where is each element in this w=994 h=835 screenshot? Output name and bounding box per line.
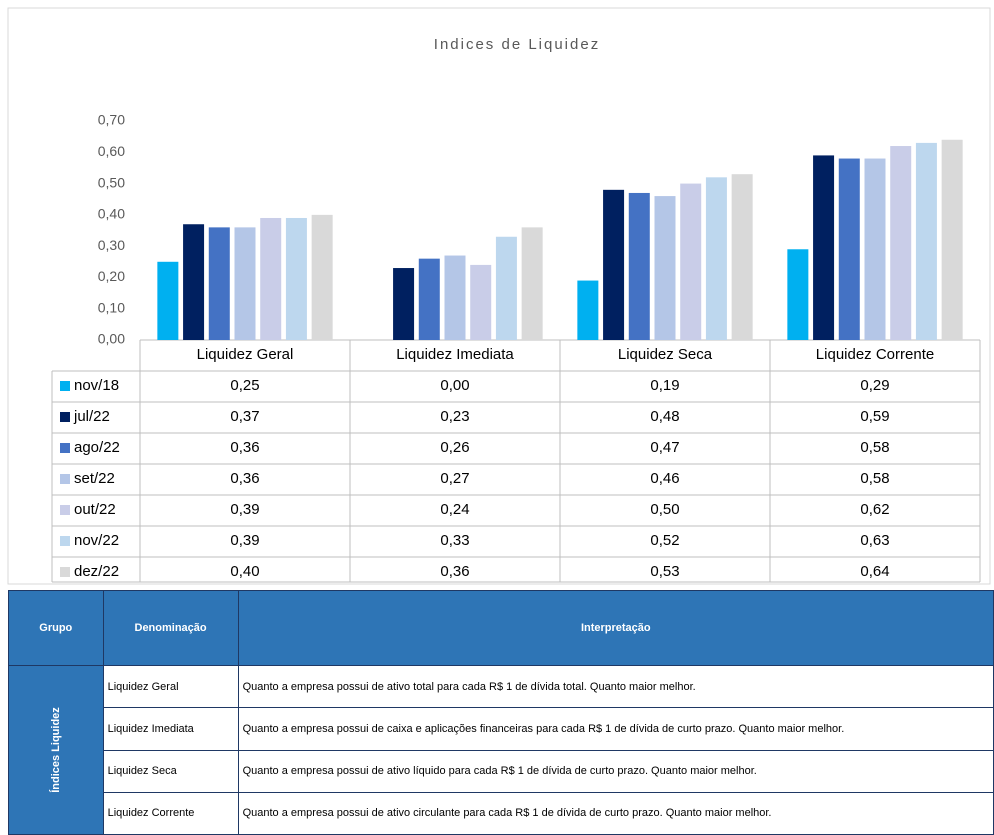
x-tick-label: Liquidez Seca	[618, 346, 713, 363]
cell: Quanto a empresa possui de caixa e aplic…	[237, 707, 994, 751]
x-tick-label: Liquidez Corrente	[816, 346, 934, 363]
legend-swatch	[60, 381, 70, 391]
bar	[628, 192, 650, 340]
bar	[577, 280, 599, 340]
bar	[470, 264, 492, 340]
group-label: Índices Liquidez	[49, 707, 62, 793]
data-label: 0,36	[230, 470, 259, 487]
data-label: 0,36	[230, 439, 259, 456]
data-label: 0,33	[440, 532, 469, 549]
bar	[234, 227, 256, 340]
bar	[603, 189, 625, 340]
data-label: 0,52	[650, 532, 679, 549]
y-tick-label: 0,60	[98, 143, 125, 159]
bar	[654, 196, 676, 340]
legend-swatch	[60, 443, 70, 453]
legend-label: ago/22	[74, 439, 120, 456]
data-label: 0,59	[860, 408, 889, 425]
data-label: 0,27	[440, 470, 469, 487]
bar	[705, 177, 727, 340]
bar	[941, 139, 963, 340]
bar	[208, 227, 230, 340]
legend-swatch	[60, 474, 70, 484]
cell: Liquidez Seca	[102, 749, 239, 793]
legend-label: nov/22	[74, 532, 119, 549]
y-tick-label: 0,50	[98, 174, 125, 190]
legend-swatch	[60, 567, 70, 577]
bar	[183, 224, 205, 340]
bar	[444, 255, 466, 340]
x-tick-label: Liquidez Imediata	[396, 346, 514, 363]
bar	[495, 236, 517, 340]
legend-swatch	[60, 536, 70, 546]
legend-label: jul/22	[73, 408, 110, 425]
legend-label: dez/22	[74, 563, 119, 580]
data-label: 0,64	[860, 563, 889, 580]
data-label: 0,25	[230, 377, 259, 394]
cell: Liquidez Geral	[102, 664, 239, 709]
bar	[838, 158, 860, 340]
data-label: 0,37	[230, 408, 259, 425]
data-label: 0,39	[230, 532, 259, 549]
y-tick-label: 0,20	[98, 268, 125, 284]
cell: Liquidez Imediata	[102, 707, 239, 751]
bar	[680, 183, 702, 340]
group-cell: Índices Liquidez	[8, 665, 104, 835]
bar	[285, 217, 307, 340]
header-cell: Grupo	[8, 590, 104, 666]
data-label: 0,40	[230, 563, 259, 580]
bar	[787, 249, 809, 340]
legend-swatch	[60, 412, 70, 422]
bar	[813, 155, 835, 340]
cell: Quanto a empresa possui de ativo circula…	[237, 791, 994, 835]
data-label: 0,29	[860, 377, 889, 394]
data-label: 0,00	[440, 377, 469, 394]
data-label: 0,47	[650, 439, 679, 456]
chart: Indices de Liquidez 0,00 0,10 0,20 0,30 0,40…	[7, 7, 991, 585]
legend-label: nov/18	[74, 377, 119, 394]
data-label: 0,63	[860, 532, 889, 549]
legend-label: out/22	[74, 501, 116, 518]
bar	[731, 174, 753, 340]
x-tick-label: Liquidez Geral	[197, 346, 294, 363]
y-tick-label: 0,70	[98, 112, 125, 128]
y-tick-label: 0,10	[98, 299, 125, 315]
bar	[915, 142, 937, 340]
data-label: 0,23	[440, 408, 469, 425]
data-label: 0,62	[860, 501, 889, 518]
data-label: 0,48	[650, 408, 679, 425]
bar	[393, 268, 415, 340]
bar	[260, 217, 282, 340]
data-label: 0,46	[650, 470, 679, 487]
data-label: 0,58	[860, 470, 889, 487]
header-cell: Interpretação	[237, 590, 994, 666]
chart-title: Indices de Liquidez	[434, 36, 600, 53]
data-label: 0,53	[650, 563, 679, 580]
data-label: 0,19	[650, 377, 679, 394]
y-tick-label: 0,40	[98, 206, 125, 222]
info-table: Grupo Denominação Interpretação Índices …	[8, 590, 994, 835]
legend-swatch	[60, 505, 70, 515]
bar	[864, 158, 886, 340]
cell: Quanto a empresa possui de ativo total p…	[237, 664, 994, 709]
cell: Liquidez Corrente	[102, 791, 239, 835]
legend-label: set/22	[74, 470, 115, 487]
data-label: 0,24	[440, 501, 469, 518]
y-tick-label: 0,00	[98, 331, 125, 347]
data-label: 0,50	[650, 501, 679, 518]
header-cell: Denominação	[102, 590, 239, 666]
y-tick-label: 0,30	[98, 237, 125, 253]
bar	[311, 214, 333, 340]
bar	[418, 258, 440, 340]
data-label: 0,36	[440, 563, 469, 580]
bar	[521, 227, 543, 340]
data-label: 0,39	[230, 501, 259, 518]
bar	[157, 261, 179, 340]
bar	[890, 146, 912, 340]
data-label: 0,58	[860, 439, 889, 456]
data-label: 0,26	[440, 439, 469, 456]
cell: Quanto a empresa possui de ativo líquido…	[237, 749, 994, 793]
